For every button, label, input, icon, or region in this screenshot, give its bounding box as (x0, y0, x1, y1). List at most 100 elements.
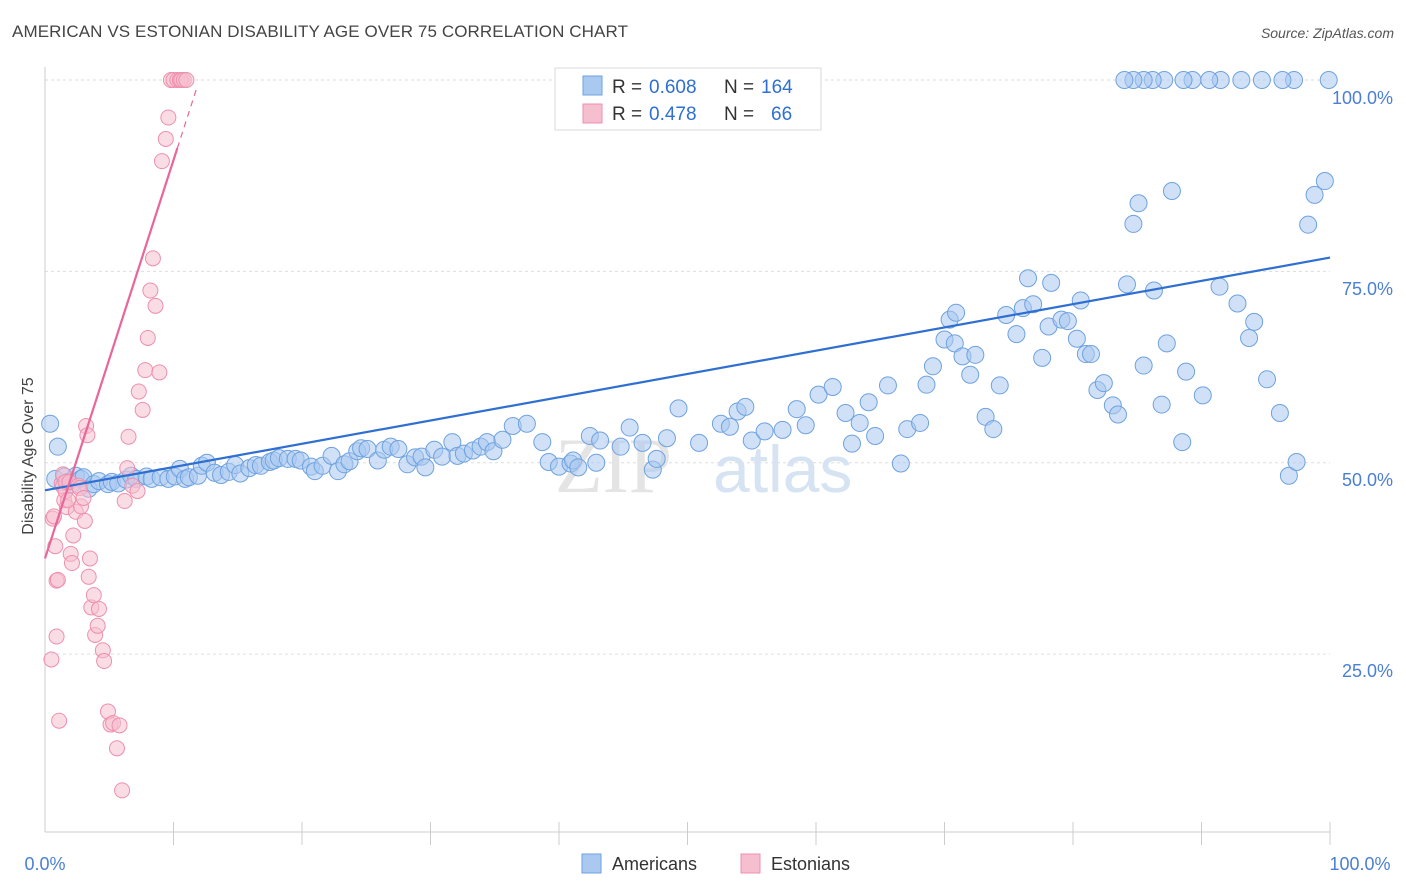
americans-point (1129, 194, 1148, 213)
y-tick-label-50: 50.0% (1342, 470, 1393, 490)
americans-point (669, 399, 688, 418)
americans-point (947, 303, 966, 322)
estonians-r-label: R = (612, 104, 642, 125)
americans-point (1228, 294, 1247, 313)
americans-point (1299, 215, 1318, 234)
y-tick-label-25: 25.0% (1342, 661, 1393, 681)
americans-point (633, 433, 652, 452)
americans-point (1240, 328, 1259, 347)
americans-point (1071, 291, 1090, 310)
estonians-point (129, 483, 146, 500)
y-tick-label-75: 75.0% (1342, 279, 1393, 299)
americans-point (1058, 312, 1077, 331)
americans-point (1258, 370, 1277, 389)
estonians-point (85, 587, 102, 604)
americans-point (1081, 345, 1100, 364)
americans-swatch (582, 75, 603, 96)
americans-point (48, 437, 67, 456)
americans-point (517, 414, 536, 433)
estonians-point (137, 362, 154, 379)
americans-point (569, 458, 588, 477)
americans-point (720, 417, 739, 436)
americans-point (1174, 71, 1193, 89)
americans-r-value: 0.608 (649, 77, 697, 98)
americans-point (1193, 386, 1212, 405)
estonians-point (48, 628, 65, 645)
americans-n-value: 164 (761, 77, 793, 98)
americans-point (736, 397, 755, 416)
estonians-r-value: 0.478 (649, 104, 697, 125)
americans-point (1210, 277, 1229, 296)
estonians-point (151, 364, 168, 381)
estonians-swatch (582, 103, 603, 124)
americans-point (742, 431, 761, 450)
americans-point (433, 447, 452, 466)
americans-r-label: R = (612, 77, 642, 98)
estonians-point (114, 782, 131, 799)
americans-point (823, 377, 842, 396)
americans-point (657, 429, 676, 448)
americans-point (533, 433, 552, 452)
stats-legend: R = 0.608 N = 164 R = 0.478 N = 66 (554, 67, 822, 131)
estonians-point (47, 538, 64, 555)
legend-estonians-swatch (740, 853, 761, 874)
americans-point (911, 413, 930, 432)
americans-trend-line (44, 256, 1331, 492)
estonians-point (43, 651, 60, 668)
estonians-point (90, 600, 107, 617)
americans-point (859, 393, 878, 412)
x-axis-ticks (173, 822, 1331, 845)
estonians-point (75, 489, 92, 506)
y-tick-label-100: 100.0% (1332, 88, 1393, 108)
americans-point (809, 385, 828, 404)
americans-point (1279, 466, 1298, 485)
americans-point (1157, 334, 1176, 353)
americans-point (1067, 329, 1086, 348)
estonians-point (65, 527, 82, 544)
estonians-point (51, 712, 68, 729)
estonians-trend-extension (176, 88, 198, 149)
americans-point (647, 449, 666, 468)
americans-point (1094, 374, 1113, 393)
americans-point (1115, 71, 1134, 89)
americans-point (1315, 172, 1334, 191)
americans-point (620, 418, 639, 437)
americans-point (1024, 295, 1043, 314)
estonians-point (157, 130, 174, 147)
americans-point (773, 420, 792, 439)
watermark-atlas: atlas (713, 432, 852, 506)
estonians-point (49, 571, 66, 588)
estonians-point (139, 329, 156, 346)
legend-estonians-label: Estonians (771, 854, 850, 874)
americans-point (984, 420, 1003, 439)
americans-point (923, 357, 942, 376)
estonians-point (76, 512, 93, 529)
americans-point (990, 376, 1009, 395)
estonians-point (81, 550, 98, 567)
americans-point (389, 439, 408, 458)
americans-point (416, 458, 435, 477)
estonians-point (160, 109, 177, 126)
americans-point (787, 400, 806, 419)
americans-point (1232, 71, 1251, 89)
source-label: Source: ZipAtlas.com (1260, 25, 1394, 41)
americans-point (1200, 71, 1219, 89)
x-tick-label-0: 0.0% (24, 854, 65, 874)
americans-point (796, 416, 815, 435)
americans-point (1007, 325, 1026, 344)
americans-point (878, 376, 897, 395)
americans-point (690, 433, 709, 452)
americans-point (1287, 452, 1306, 471)
americans-point (1245, 312, 1264, 331)
americans-point (755, 422, 774, 441)
americans-point (1173, 433, 1192, 452)
americans-point (1124, 214, 1143, 233)
estonians-point (178, 72, 195, 88)
americans-point (587, 453, 606, 472)
americans-points (41, 71, 1338, 498)
americans-point (591, 431, 610, 450)
estonians-n-value: 66 (771, 104, 792, 125)
estonians-point (142, 282, 159, 299)
estonians-point (134, 401, 151, 418)
estonians-point (147, 297, 164, 314)
